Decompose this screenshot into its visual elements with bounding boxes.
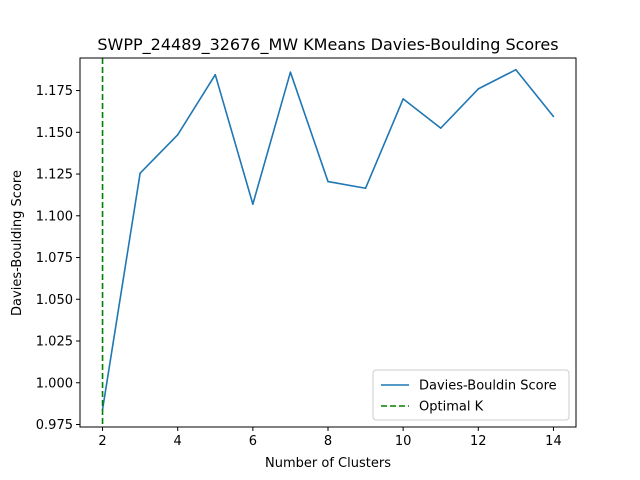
y-tick-label-1: 1.000 — [36, 376, 73, 391]
series-point-0-10 — [477, 88, 480, 90]
x-tick-label-6: 6 — [249, 434, 257, 449]
x-axis-label: Number of Clusters — [265, 456, 391, 471]
series-point-0-3 — [214, 73, 217, 76]
series-point-0-9 — [439, 127, 442, 129]
series-point-0-12 — [552, 115, 555, 118]
x-tick-label-8: 8 — [324, 434, 332, 449]
y-axis-label: Davies-Boulding Score — [10, 170, 25, 316]
series-point-0-6 — [327, 180, 329, 183]
plot-area: 2 4 6 8 10 12 14 0.975 1.000 1.025 1.050 1.075 1.100… — [36, 57, 577, 449]
y-tick-label-2: 1.025 — [36, 335, 73, 350]
series-point-0-2 — [176, 134, 179, 136]
y-tick-label-3: 1.050 — [36, 293, 73, 308]
y-tick-label-7: 1.150 — [36, 126, 73, 141]
x-tick-label-14: 14 — [545, 434, 562, 449]
y-tick-label-8: 1.175 — [36, 84, 73, 99]
legend — [372, 369, 570, 421]
y-tick-label-5: 1.100 — [36, 209, 73, 224]
series-point-0-1 — [139, 172, 141, 175]
x-tick-label-4: 4 — [174, 434, 182, 449]
series-point-0-11 — [515, 68, 517, 71]
legend-label-optimal-k: Optimal K — [419, 400, 484, 415]
y-tick-label-6: 1.125 — [36, 168, 73, 183]
series-point-0-4 — [252, 203, 254, 205]
x-tick-label-2: 2 — [98, 434, 106, 449]
series-point-0-8 — [402, 98, 404, 100]
y-tick-label-0: 0.975 — [36, 418, 73, 433]
series-point-0-7 — [364, 187, 367, 190]
legend-label-davies-bouldin: Davies-Bouldin Score — [419, 379, 557, 394]
series-point-0-5 — [289, 71, 292, 73]
chart-title: SWPP_24489_32676_MW KMeans Davies-Bouldi… — [97, 35, 558, 55]
x-tick-label-12: 12 — [470, 434, 487, 449]
x-tick-label-10: 10 — [395, 434, 412, 449]
y-tick-label-4: 1.075 — [36, 251, 73, 266]
